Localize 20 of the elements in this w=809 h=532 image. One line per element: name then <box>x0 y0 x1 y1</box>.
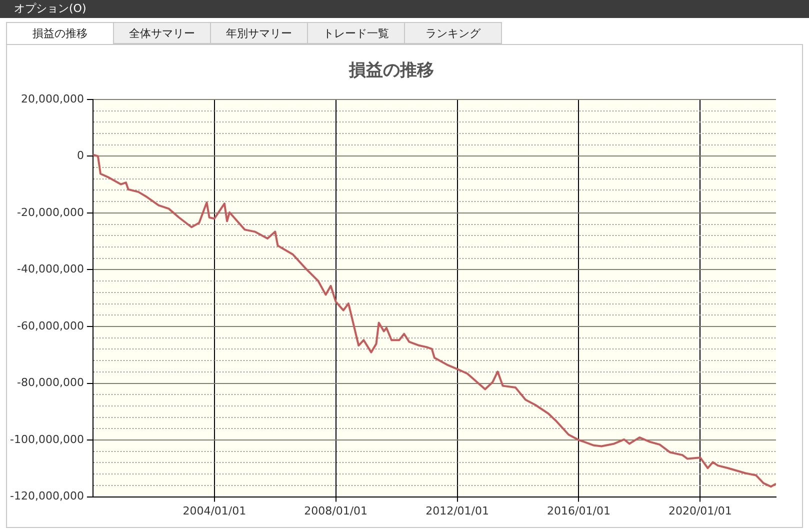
x-tick-label: 2004/01/01 <box>182 504 246 518</box>
text: トレード一覧 <box>307 22 405 44</box>
x-tick-label: 2012/01/01 <box>426 504 489 518</box>
text: オプション(O) <box>0 0 809 18</box>
y-tick-label: -100,000,000 <box>10 432 84 446</box>
text: 全体サマリー <box>113 22 211 44</box>
chart-title: 損益の推移 <box>348 60 434 81</box>
y-tick-label: -120,000,000 <box>10 490 84 503</box>
y-tick-label: 20,000,000 <box>20 92 84 106</box>
y-tick-label: -80,000,000 <box>16 376 84 390</box>
x-tick-label: 2016/01/01 <box>547 504 610 518</box>
y-tick-label: -20,000,000 <box>16 206 84 219</box>
text: 損益の推移 <box>6 22 114 45</box>
x-tick-label: 2008/01/01 <box>304 504 368 518</box>
y-tick-label: 0 <box>76 149 84 162</box>
text: ランキング <box>404 22 502 44</box>
y-tick-label: -60,000,000 <box>16 319 84 332</box>
text: 年別サマリー <box>210 22 308 44</box>
x-tick-label: 2020/01/01 <box>668 504 732 518</box>
y-tick-label: -40,000,000 <box>16 262 84 276</box>
